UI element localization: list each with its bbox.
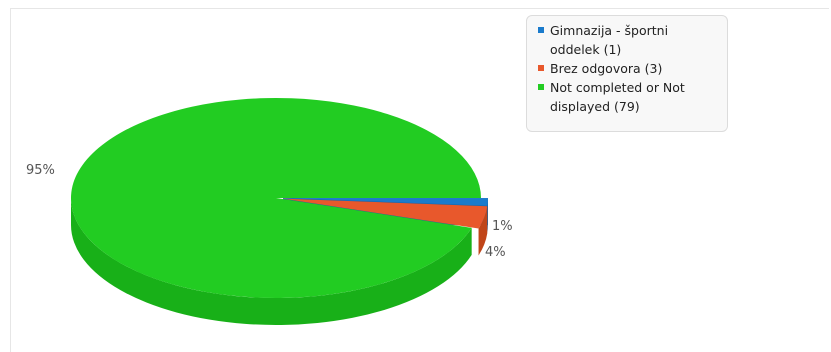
percent-label-not-completed: 95%	[26, 163, 55, 178]
pie-side-brez-odgovora	[478, 206, 488, 256]
pie-slice-not-completed-or-not-displayed[interactable]	[71, 98, 482, 299]
legend-item-not-completed[interactable]: Not completed or Not displayed (79)	[537, 78, 717, 116]
legend-label-brez-odgovora: Brez odgovora (3)	[550, 61, 663, 76]
percent-label-gimnazija: 1%	[492, 219, 513, 234]
legend-swatch-brez-odgovora	[538, 65, 544, 71]
legend-label-not-completed: Not completed or Not displayed (79)	[550, 80, 685, 114]
percent-label-brez-odgovora: 4%	[485, 245, 506, 260]
pie-side-not-completed-or-not-displayed	[71, 198, 472, 326]
legend-item-gimnazija[interactable]: Gimnazija - športni oddelek (1)	[537, 21, 717, 59]
legend-label-gimnazija: Gimnazija - športni oddelek (1)	[550, 23, 669, 57]
legend-swatch-not-completed	[538, 84, 544, 90]
legend-item-brez-odgovora[interactable]: Brez odgovora (3)	[537, 59, 717, 78]
pie-slice-gimnazija-portni-oddelek[interactable]	[282, 198, 488, 206]
chart-legend: Gimnazija - športni oddelek (1) Brez odg…	[526, 15, 728, 132]
pie-slice-brez-odgovora[interactable]	[282, 198, 488, 229]
legend-swatch-gimnazija	[538, 27, 544, 33]
